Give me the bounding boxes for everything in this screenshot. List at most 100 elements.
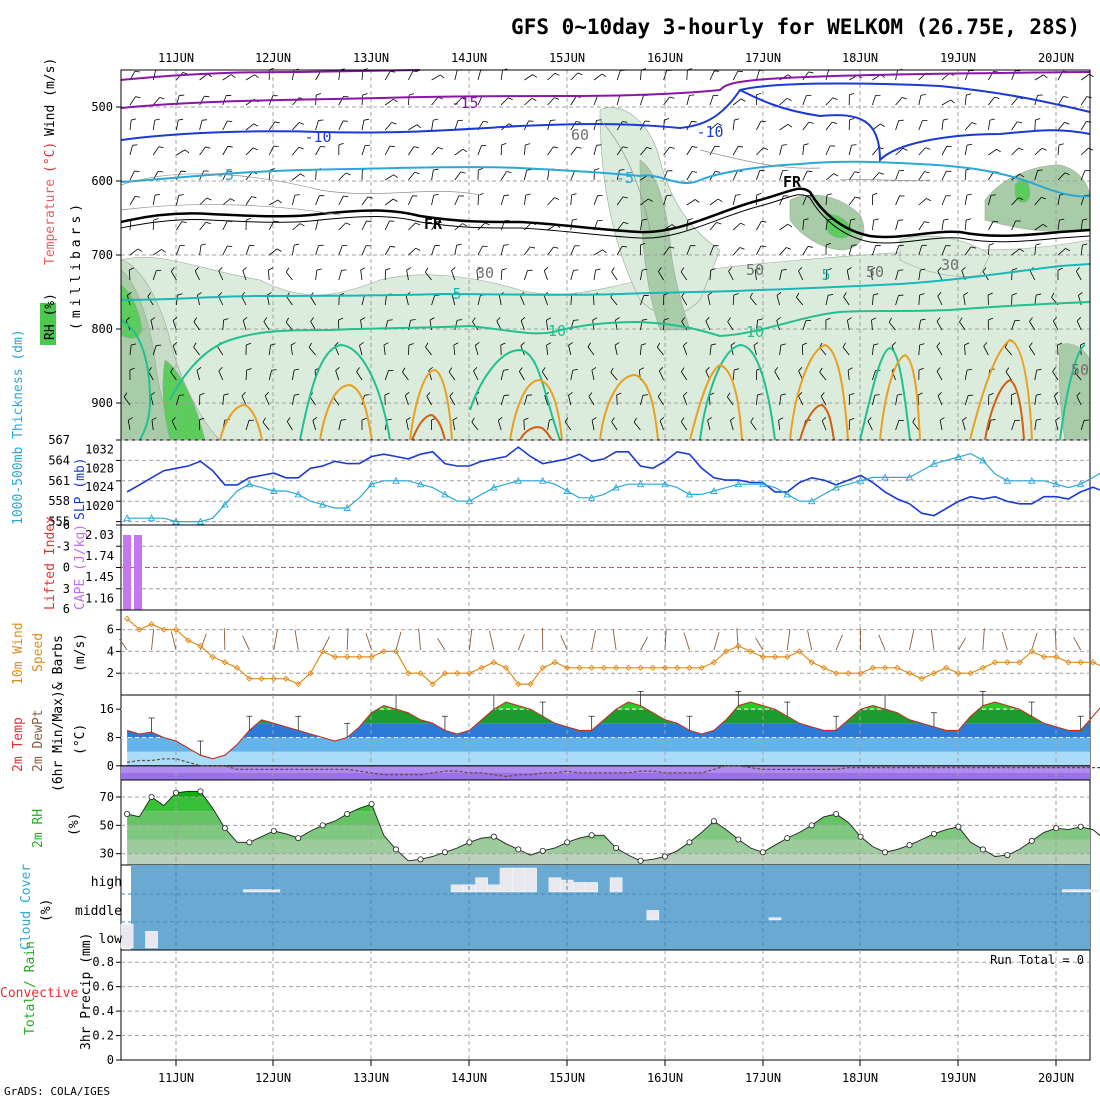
wind-barb xyxy=(268,199,279,206)
wind-barb xyxy=(779,395,782,406)
wind-barb-flag xyxy=(902,147,908,151)
wind-barb-flag xyxy=(849,92,855,96)
wind-barb-flag xyxy=(456,243,462,246)
thickness-marker xyxy=(392,476,400,484)
wind-barb-flag xyxy=(993,220,999,223)
wind-speed-marker xyxy=(344,653,351,660)
wind-barb xyxy=(640,95,644,106)
wind-barb xyxy=(779,98,788,106)
rh-marker xyxy=(613,845,620,852)
wind-barb xyxy=(941,170,947,181)
cloud-bar xyxy=(475,877,488,893)
wind-barb xyxy=(709,95,714,106)
wind-barb xyxy=(872,395,876,406)
wind-speed-marker xyxy=(405,670,412,677)
wind-barb xyxy=(454,195,460,206)
wind-barb xyxy=(683,632,690,651)
rh-label: RH (%) xyxy=(43,293,58,340)
wind-barb-flag xyxy=(153,218,159,221)
wind-barb xyxy=(825,295,829,306)
wind-barb-flag xyxy=(757,393,763,396)
wind-barb-flag xyxy=(639,367,645,371)
cloud-level-label: middle xyxy=(75,904,122,919)
wind-speed-marker xyxy=(674,664,681,671)
wind-speed-marker xyxy=(295,680,302,688)
wind-speed-marker xyxy=(246,675,253,682)
relative-humidity-shading xyxy=(120,107,1091,441)
wind-barb-flag xyxy=(832,97,838,100)
p3-ylabel-li: Lifted Index xyxy=(43,516,58,610)
wind-barb xyxy=(941,195,947,206)
wind-barb-flag xyxy=(642,268,648,271)
wind-barb-flag xyxy=(131,343,137,346)
wind-speed-marker xyxy=(796,648,803,655)
wind-barb xyxy=(312,420,316,431)
wind-barb xyxy=(568,345,572,356)
wind-barb xyxy=(500,370,504,381)
wind-barb xyxy=(750,421,757,431)
wind-barb xyxy=(612,629,617,651)
wind-barb xyxy=(171,420,177,431)
cloud-bar xyxy=(511,867,525,893)
wind-barb xyxy=(681,321,688,331)
wind-barb xyxy=(338,222,347,231)
cloud-cover-label: Cloud Cover xyxy=(19,864,34,950)
bottom-date-label: 16JUN xyxy=(647,1071,683,1085)
wind-barb-flag xyxy=(310,317,315,322)
minmax-label: (6hr Min/Max) xyxy=(51,690,66,792)
wind-barb-flag xyxy=(526,394,533,396)
rh-marker xyxy=(857,833,864,840)
wind-barb-flag xyxy=(554,97,560,100)
wind-barb-flag xyxy=(680,367,685,372)
wind-barb-flag xyxy=(1076,392,1081,397)
top-date-labels: 11JUN 12JUN 13JUN 14JUN 15JUN 16JUN 17JUN 18JUN… xyxy=(158,51,1074,65)
precip-frame xyxy=(120,949,1091,1061)
thickness-marker xyxy=(734,480,743,488)
wind-barb-flag xyxy=(1064,122,1070,125)
wind-barb xyxy=(713,632,720,651)
li-tick-label: 6 xyxy=(63,602,70,616)
wind-barb-flag xyxy=(519,367,523,372)
wind-barb xyxy=(732,146,739,156)
wind-barb xyxy=(170,371,177,381)
rh-region xyxy=(899,235,991,277)
wind-barb-flag xyxy=(158,146,164,149)
wind-barb-flag xyxy=(588,392,593,397)
slp-tick-label: 1032 xyxy=(85,442,114,456)
wind-barb xyxy=(404,395,409,406)
wind-barb xyxy=(918,147,926,156)
slp-tick-label: 1020 xyxy=(85,499,114,513)
wind-barb-flag xyxy=(990,194,996,196)
wind-speed-marker xyxy=(588,664,595,671)
wind-barb-flag xyxy=(131,118,137,121)
wind-barb xyxy=(593,270,596,281)
wind-barb-flag xyxy=(756,192,762,196)
wind-barb xyxy=(338,420,342,431)
wind-speed-marker xyxy=(759,653,766,660)
wind-barb xyxy=(918,198,927,206)
wind-barb xyxy=(1011,220,1017,231)
wind-barb xyxy=(152,195,156,206)
wind-barb-flag xyxy=(821,417,827,422)
wind-barb-flag xyxy=(1018,147,1024,151)
wind-barb-flag xyxy=(199,417,205,421)
wind-barb-flag xyxy=(345,172,351,176)
wind-barb-flag xyxy=(575,121,582,123)
wind-barb-flag xyxy=(594,168,600,171)
wind-barb xyxy=(497,420,502,431)
thickness-marker xyxy=(661,480,669,488)
wind-barb xyxy=(593,145,597,156)
wind-barb-flag xyxy=(596,144,602,146)
wind-barb-flag xyxy=(919,343,925,346)
wind-speed-line xyxy=(123,615,1100,688)
wind-barb xyxy=(570,96,577,106)
wind-speed-marker xyxy=(576,664,583,671)
wind-barb-flag xyxy=(125,317,130,322)
wind-barb xyxy=(958,637,967,651)
wind-barb xyxy=(1052,371,1059,381)
thickness-marker xyxy=(612,483,620,491)
wind-barb xyxy=(1011,147,1019,156)
wind-barb xyxy=(449,396,456,406)
thickness-axis: 567 564 561 558 555 1032 1028 1024 1020 xyxy=(48,433,121,529)
